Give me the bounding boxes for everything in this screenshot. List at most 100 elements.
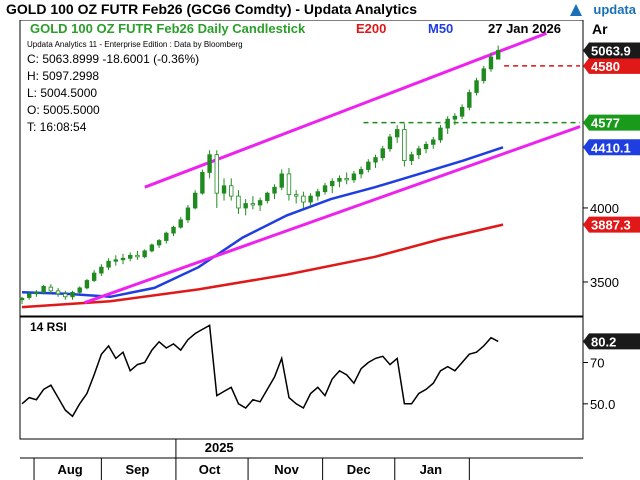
candle xyxy=(200,169,205,195)
candle xyxy=(351,170,357,183)
candle xyxy=(438,125,443,143)
ohlc-low: L: 5004.5000 xyxy=(27,86,97,100)
svg-text:80.2: 80.2 xyxy=(591,334,616,349)
price-panel-frame xyxy=(19,20,584,317)
legend-e200: E200 xyxy=(356,21,386,36)
month-axis: Aug Sep Oct Nov Dec Jan 2025 xyxy=(20,439,583,480)
candle xyxy=(279,169,284,191)
price-tag-close: 5063.9 xyxy=(583,42,640,59)
candle xyxy=(171,225,176,237)
rsi-y-ticks: 50.0 70 xyxy=(583,355,615,412)
rsi-line xyxy=(21,324,499,418)
candle xyxy=(70,290,75,300)
candle xyxy=(164,231,169,244)
legend-m50: M50 xyxy=(428,21,453,36)
svg-text:5063.9: 5063.9 xyxy=(591,44,631,59)
rsi-tick-label: 70 xyxy=(590,355,604,370)
candle xyxy=(409,151,414,166)
ohlc-high: H: 5097.2998 xyxy=(27,69,99,83)
price-tag-m50: 4410.1 xyxy=(583,139,640,156)
month-label: Dec xyxy=(347,462,371,477)
svg-text:4410.1: 4410.1 xyxy=(591,140,631,155)
candle xyxy=(431,136,436,149)
candle xyxy=(308,193,313,207)
legend-date: 27 Jan 2026 xyxy=(488,21,561,36)
candle xyxy=(221,178,227,201)
ohlc-time: T: 16:08:54 xyxy=(27,120,87,134)
candle xyxy=(214,150,220,208)
month-label: Nov xyxy=(274,462,299,477)
candle xyxy=(293,190,299,204)
candle xyxy=(19,296,25,305)
candle xyxy=(358,166,364,179)
candle xyxy=(250,196,256,210)
candle xyxy=(394,125,400,143)
candle xyxy=(41,284,46,295)
candle xyxy=(272,184,277,200)
rsi-label: 14 RSI xyxy=(30,320,67,334)
candle xyxy=(286,168,292,201)
candle xyxy=(257,197,263,211)
year-label: 2025 xyxy=(205,440,234,455)
window-title: GOLD 100 OZ FUTR Feb26 (GCG6 Comdty) - U… xyxy=(6,1,417,17)
candle xyxy=(445,116,450,134)
price-tag-e200: 3887.3 xyxy=(583,216,640,233)
candle xyxy=(301,191,306,208)
month-label: Sep xyxy=(126,462,150,477)
candle xyxy=(106,258,111,271)
candle xyxy=(330,178,335,194)
candle xyxy=(459,104,465,120)
candle xyxy=(337,175,342,188)
svg-text:3887.3: 3887.3 xyxy=(591,218,631,233)
candle xyxy=(192,190,198,210)
candle xyxy=(236,190,241,214)
chart-area[interactable]: 3500 4000 50.0 70 Aug Sep Oct Nov Dec Jan 2025 4… xyxy=(0,20,640,480)
axis-tab[interactable]: Ar xyxy=(592,21,608,37)
candle xyxy=(135,250,140,260)
candle xyxy=(229,178,234,201)
candle xyxy=(128,252,133,262)
rsi-tick-label: 50.0 xyxy=(590,397,615,412)
svg-text:4577: 4577 xyxy=(591,116,620,131)
y-tick-label: 3500 xyxy=(590,275,619,290)
candle xyxy=(315,188,321,201)
overlay-e200 xyxy=(21,223,504,309)
candle xyxy=(416,145,422,160)
candle xyxy=(84,279,90,290)
candle xyxy=(380,145,385,161)
candlesticks xyxy=(19,45,501,305)
candle xyxy=(91,270,97,282)
candle xyxy=(265,191,270,204)
edition-line: Updata Analytics 11 - Enterprise Edition… xyxy=(27,40,243,49)
ohlc-open: O: 5005.5000 xyxy=(27,103,100,117)
month-label: Aug xyxy=(57,462,82,477)
candle xyxy=(113,255,118,266)
candle xyxy=(243,199,248,216)
rsi-value-tag: 80.2 xyxy=(583,333,640,350)
candle xyxy=(452,113,458,126)
candle xyxy=(207,150,212,179)
overlay-channel-upper xyxy=(144,31,548,189)
rsi-series xyxy=(21,324,499,418)
candle xyxy=(373,154,378,168)
candle xyxy=(156,239,162,248)
candle xyxy=(27,292,32,300)
candle xyxy=(185,205,191,223)
y-tick-label: 4000 xyxy=(590,201,619,216)
overlay-channel-lower xyxy=(83,125,581,305)
month-label: Jan xyxy=(420,462,442,477)
candle xyxy=(474,77,479,96)
price-y-ticks: 3500 4000 xyxy=(583,201,619,290)
legend-main: GOLD 100 OZ FUTR Feb26 Daily Candlestick xyxy=(30,21,306,36)
svg-text:4580: 4580 xyxy=(591,59,620,74)
candle xyxy=(467,89,472,111)
candle xyxy=(120,253,126,265)
candle xyxy=(488,52,494,72)
candle xyxy=(387,133,393,152)
candle xyxy=(149,243,155,253)
candle xyxy=(63,290,68,300)
candle xyxy=(48,284,54,294)
candle xyxy=(77,286,82,294)
candle xyxy=(402,123,407,167)
